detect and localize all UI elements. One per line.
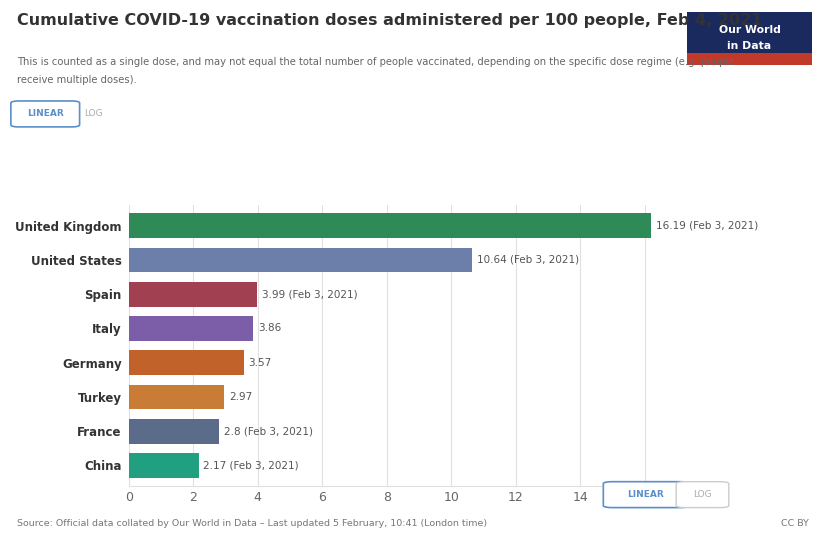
Bar: [129, 248, 471, 272]
Text: LINEAR: LINEAR: [627, 490, 664, 499]
Text: Cumulative COVID-19 vaccination doses administered per 100 people, Feb 4, 2021: Cumulative COVID-19 vaccination doses ad…: [17, 14, 762, 29]
Bar: [129, 419, 219, 443]
Text: LOG: LOG: [84, 110, 102, 118]
Text: 10.64 (Feb 3, 2021): 10.64 (Feb 3, 2021): [476, 255, 579, 265]
Text: Our World: Our World: [719, 25, 780, 36]
Text: 2.97: 2.97: [229, 392, 252, 402]
Bar: [129, 453, 198, 478]
Text: receive multiple doses).: receive multiple doses).: [17, 75, 136, 85]
FancyBboxPatch shape: [676, 482, 729, 508]
Text: 2.17 (Feb 3, 2021): 2.17 (Feb 3, 2021): [203, 461, 299, 470]
FancyBboxPatch shape: [603, 482, 689, 508]
Text: in Data: in Data: [727, 41, 772, 51]
FancyBboxPatch shape: [11, 101, 80, 127]
Text: Source: Official data collated by Our World in Data – Last updated 5 February, 1: Source: Official data collated by Our Wo…: [17, 519, 486, 528]
Text: 3.86: 3.86: [258, 323, 281, 334]
Text: 16.19 (Feb 3, 2021): 16.19 (Feb 3, 2021): [656, 221, 758, 231]
Bar: [129, 384, 224, 409]
Bar: [129, 350, 244, 375]
Bar: [129, 316, 253, 341]
Text: LINEAR: LINEAR: [27, 110, 64, 118]
Text: 3.99 (Feb 3, 2021): 3.99 (Feb 3, 2021): [262, 289, 358, 299]
Bar: [687, 53, 812, 65]
Text: LOG: LOG: [693, 490, 712, 499]
Text: CC BY: CC BY: [781, 519, 809, 528]
Text: 3.57: 3.57: [249, 357, 272, 368]
Text: This is counted as a single dose, and may not equal the total number of people v: This is counted as a single dose, and ma…: [17, 57, 734, 67]
Bar: [129, 282, 257, 307]
Bar: [129, 213, 651, 238]
Text: 2.8 (Feb 3, 2021): 2.8 (Feb 3, 2021): [224, 426, 313, 436]
